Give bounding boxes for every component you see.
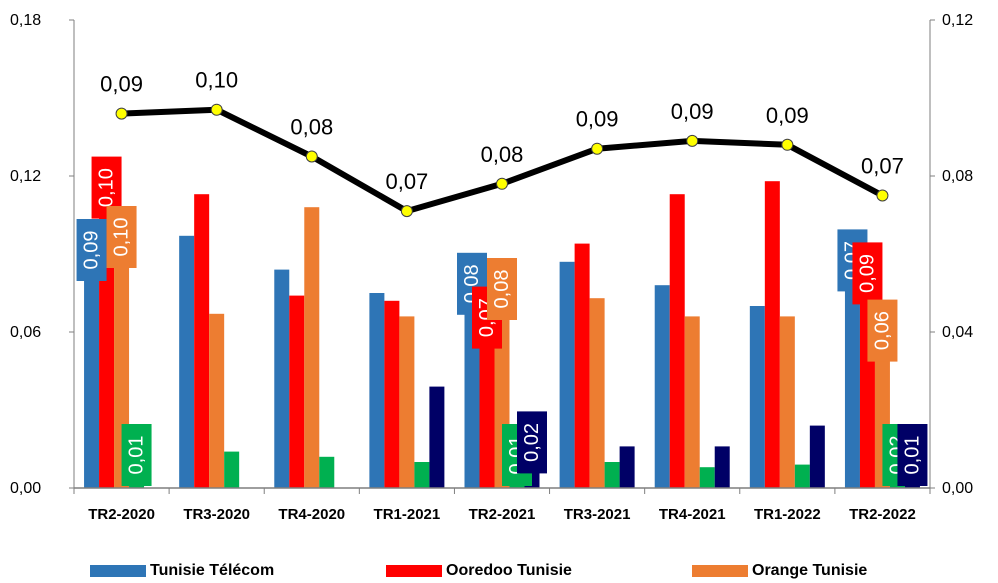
line-point [115, 107, 128, 120]
bar [764, 181, 780, 488]
data-label-box [121, 424, 152, 486]
legend-item-ooredoo-tunisie: Ooredoo Tunisie [386, 560, 572, 582]
bar [114, 228, 130, 488]
legend-swatch-orange-tunisie [692, 565, 748, 577]
bar [809, 425, 825, 488]
line-data-label: 0,07 [385, 169, 428, 194]
line-point [400, 205, 413, 218]
data-label-box [487, 258, 517, 320]
data-label: 0,09 [856, 254, 878, 293]
x-tick-label: TR1-2022 [754, 506, 821, 523]
bar [414, 462, 430, 488]
bar [369, 293, 385, 488]
bar [479, 308, 495, 488]
left-tick-label: 0,06 [10, 324, 41, 341]
data-label: 0,02 [521, 423, 543, 462]
left-tick-label: 0,12 [10, 168, 41, 185]
x-tick-label: TR2-2022 [849, 506, 916, 523]
data-label-box [106, 206, 137, 268]
line-data-label: 0,08 [290, 115, 333, 140]
line-data-label: 0,09 [100, 72, 143, 97]
x-tick-label: TR3-2021 [564, 506, 631, 523]
legend-item-orange-tunisie: Orange Tunisie [692, 560, 867, 582]
bar [669, 194, 685, 488]
x-tick-label: TR1-2021 [374, 506, 441, 523]
data-label: 0,08 [491, 270, 513, 309]
bar [559, 261, 575, 488]
bar [179, 235, 195, 488]
line-point [876, 189, 889, 202]
left-tick-label: 0,00 [10, 480, 41, 497]
bar [714, 446, 730, 488]
bar-line-chart: 0,00 0,06 0,12 0,18 0,00 0,04 0,08 0,12 TR2-2020… [10, 12, 973, 523]
x-tick-label: TR2-2020 [88, 506, 155, 523]
x-tick-label: TR4-2021 [659, 506, 726, 523]
data-label: 0,01 [901, 436, 923, 475]
line-data-label: 0,09 [766, 103, 809, 128]
bar [84, 241, 100, 488]
line-point [781, 138, 794, 151]
legend-swatch-ooredoo-tunisie [386, 565, 442, 577]
line-data-label: 0,07 [861, 154, 904, 179]
right-tick-label: 0,12 [942, 12, 973, 29]
data-label-box [897, 424, 928, 486]
data-label: 0,01 [126, 436, 148, 475]
line-point [305, 150, 318, 163]
bar [274, 269, 290, 488]
bar [684, 316, 700, 488]
legend-label-tunisie-telecom: Tunisie Télécom [150, 562, 275, 579]
bar [749, 306, 765, 488]
bar [699, 467, 715, 488]
x-tick-label: TR2-2021 [469, 506, 536, 523]
data-label-box [517, 411, 547, 474]
bar [194, 194, 210, 488]
bar [654, 285, 670, 488]
x-tick-label: TR4-2020 [278, 506, 345, 523]
line-point [210, 103, 223, 116]
data-label: 0,09 [81, 231, 103, 270]
legend-swatch-tunisie-telecom [90, 565, 146, 577]
bar [619, 446, 635, 488]
bar [589, 298, 605, 488]
line-data-label: 0,09 [576, 107, 619, 132]
right-tick-label: 0,00 [942, 480, 973, 497]
bar [429, 386, 445, 488]
x-tick-label: TR3-2020 [183, 506, 250, 523]
data-label-box [852, 242, 883, 305]
bar [844, 251, 860, 488]
data-label-box [76, 219, 107, 281]
bar [574, 243, 590, 488]
data-label: 0,10 [111, 218, 133, 257]
bar [304, 207, 320, 488]
legend-item-tunisie-telecom: Tunisie Télécom [90, 560, 274, 582]
bar [399, 316, 415, 488]
bar [779, 316, 795, 488]
legend-label-ooredoo-tunisie: Ooredoo Tunisie [446, 562, 572, 579]
bar [384, 300, 400, 488]
bar [289, 295, 305, 488]
line-point [496, 177, 508, 190]
bar [209, 313, 225, 488]
data-label: 0,10 [96, 168, 118, 207]
left-tick-label: 0,18 [10, 12, 41, 29]
legend-label-orange-tunisie: Orange Tunisie [752, 562, 868, 579]
bar [224, 451, 240, 488]
bar [604, 462, 620, 488]
line-point [591, 142, 604, 155]
right-tick-label: 0,04 [942, 324, 973, 341]
data-label: 0,06 [871, 311, 893, 350]
bar [794, 464, 810, 488]
bar [319, 456, 335, 488]
right-tick-label: 0,08 [942, 168, 973, 185]
data-label-box [867, 299, 898, 362]
line-data-label: 0,09 [671, 99, 714, 124]
line-data-label: 0,08 [481, 142, 524, 167]
line-data-label: 0,10 [195, 68, 238, 93]
line-point [686, 134, 699, 147]
